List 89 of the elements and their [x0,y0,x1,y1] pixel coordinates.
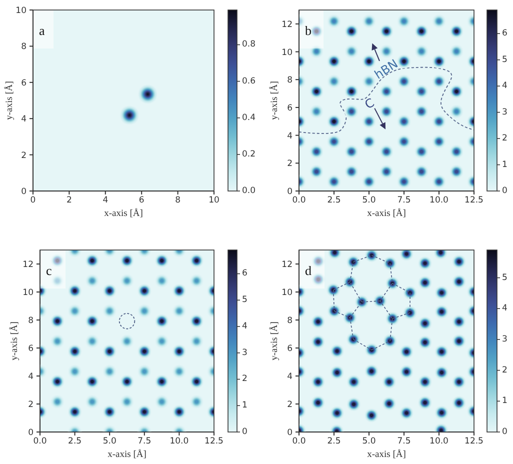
color-bar-label: 0 [242,427,248,437]
text: c [46,263,52,278]
y-tick-label: 6 [28,344,34,354]
color-bar-label: 0.2 [242,149,256,160]
y-tick-label: 2 [28,400,34,410]
x-axis-title: x-axis [Å] [108,449,146,460]
color-bar-label: 0.0 [242,186,256,196]
color-bar-label: 0.4 [242,112,256,123]
x-tick-label: 5.0 [362,196,376,206]
y-tick-label: 2 [287,159,292,170]
text: d [305,263,312,278]
x-tick-label: 10 [208,196,220,206]
color-bar-label: 4 [502,81,508,92]
y-tick-label: 0 [28,428,34,438]
color-bar-label: 0 [502,427,508,437]
y-tick-label: 0 [21,187,26,198]
color-bar-label: 2 [242,374,248,384]
color-bar-label: 5 [242,295,248,306]
x-axis-title: x-axis [Å] [104,208,143,219]
y-tick-label: 2 [287,400,292,410]
y-tick-label: 0 [287,187,292,198]
y-tick-label: 4 [287,372,292,382]
x-tick-label: 12.5 [204,436,224,447]
y-tick-label: 4 [28,372,34,382]
y-tick-label: 12 [22,260,34,270]
y-tick-label: 10 [282,288,292,298]
color-bar-label: 1 [242,400,248,411]
color-bar-label: 0.6 [242,76,256,86]
x-tick-label: 7.5 [138,436,152,447]
y-tick-label: 10 [16,6,26,16]
x-tick-label: 8 [175,196,181,206]
x-tick-label: 4 [102,196,108,206]
y-tick-label: 8 [28,316,34,326]
color-bar-label: 3 [242,348,248,358]
y-tick-label: 10 [22,288,34,298]
y-tick-label: 2 [21,150,26,161]
x-tick-label: 2.5 [327,196,341,206]
x-tick-label: 6 [138,196,144,206]
x-tick-label: 12.5 [464,196,484,206]
x-tick-label: 5.0 [362,436,376,447]
text: a [39,23,45,38]
x-tick-label: 12.5 [464,436,484,447]
x-tick-label: 7.5 [397,436,411,447]
y-tick-label: 6 [287,344,292,354]
color-bar-label: 5 [502,272,508,283]
y-tick-label: 10 [282,48,292,58]
annotation: hBN [372,56,400,82]
y-axis-title: y-axis [Å] [269,322,280,360]
y-tick-label: 6 [21,78,26,88]
x-axis-title: x-axis [Å] [367,208,406,219]
x-tick-label: 2.5 [68,436,82,447]
x-tick-label: 10.0 [430,436,448,447]
text: b [305,23,312,38]
color-bar-label: 1 [502,396,508,406]
color-bar-label: 6 [242,268,248,279]
color-bar-label: 4 [502,304,508,314]
x-tick-label: 2.5 [327,436,341,447]
y-tick-label: 6 [287,103,292,114]
x-tick-label: 0.0 [292,196,306,206]
x-tick-label: 7.5 [397,196,411,206]
color-bar-label: 2 [502,365,508,376]
color-bar-label: 2 [502,134,508,144]
annotation: C [362,96,377,112]
x-tick-label: 10.0 [170,436,189,447]
x-tick-label: 5.0 [102,436,116,447]
y-tick-label: 4 [287,131,292,142]
y-tick-label: 8 [21,42,26,52]
y-tick-label: 12 [282,260,292,270]
color-bar-label: 4 [242,321,248,332]
color-bar-label: 0 [502,186,508,196]
x-tick-label: 0.0 [33,436,47,447]
y-tick-label: 8 [287,76,292,86]
color-bar-label: 1 [502,160,508,170]
y-axis-title: y-axis [Å] [269,81,280,120]
y-tick-label: 8 [287,316,292,326]
y-axis-title: y-axis [Å] [4,81,15,120]
color-bar-label: 6 [502,28,508,39]
color-bar-label: 3 [502,107,508,118]
color-bar-label: 5 [502,54,508,65]
color-bar-label: 0.8 [242,40,256,50]
y-axis-title: y-axis [Å] [9,322,20,360]
x-tick-label: 0.0 [292,436,306,447]
x-tick-label: 10.0 [430,196,448,206]
x-axis-title: x-axis [Å] [367,449,406,460]
y-tick-label: 4 [21,114,26,125]
y-tick-label: 0 [287,428,292,438]
x-tick-label: 2 [66,196,72,206]
color-bar-label: 3 [502,334,508,344]
y-tick-label: 12 [282,20,292,30]
